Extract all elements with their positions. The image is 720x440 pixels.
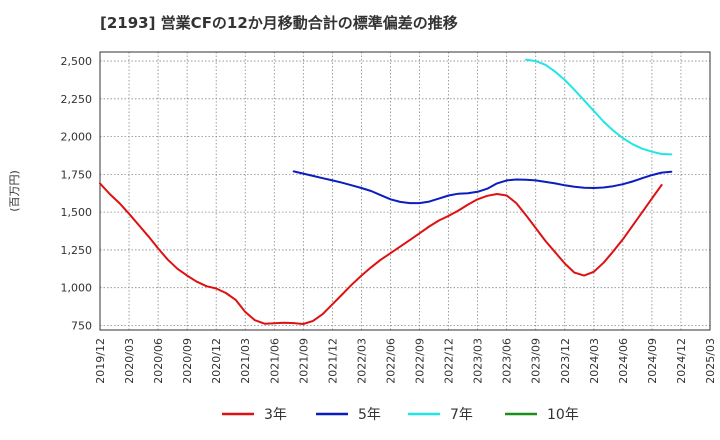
x-tick-label: 2020/03: [123, 338, 136, 384]
x-tick-label: 2023/09: [530, 338, 543, 384]
legend-label: 5年: [358, 407, 381, 423]
y-tick-label: 1,750: [61, 168, 93, 181]
y-tick-label: 1,000: [61, 282, 93, 295]
legend-label: 3年: [264, 407, 287, 423]
axes: 2019/12 2020/03 2020/06 2020/09 2020/12 2021/…: [8, 51, 717, 384]
y-tick-label: 1,500: [61, 206, 93, 219]
x-tick-label: 2024/03: [588, 338, 601, 384]
x-tick-label: 2020/09: [181, 338, 194, 384]
y-tick-label: 2,000: [61, 131, 93, 144]
x-tick-label: 2020/12: [210, 338, 223, 384]
series-line-5年: [292, 170, 673, 205]
y-tick-label: 1,250: [61, 244, 93, 257]
legend-label: 10年: [547, 407, 579, 423]
y-axis-label: (百万円): [8, 170, 21, 212]
grid-lines: [99, 52, 711, 330]
y-tick-label: 2,500: [61, 55, 93, 68]
x-tick-label: 2025/03: [704, 338, 717, 384]
x-tick-label: 2023/12: [559, 338, 572, 384]
x-tick-label: 2024/09: [646, 338, 659, 384]
x-tick-label: 2022/06: [384, 338, 397, 384]
x-tick-label: 2022/09: [414, 338, 427, 384]
x-tick-label: 2021/06: [268, 338, 281, 384]
y-tick-label: 2,250: [61, 93, 93, 106]
legend-label: 7年: [450, 407, 473, 423]
y-tick-label: 750: [71, 319, 92, 332]
series-lines: [99, 58, 673, 325]
plot-frame: [99, 51, 711, 331]
x-tick-label: 2021/09: [297, 338, 310, 384]
x-tick-label: 2023/06: [501, 338, 514, 384]
legend: 3年 5年 7年 10年: [222, 407, 579, 423]
x-tick-label: 2024/12: [675, 338, 688, 384]
x-tick-label: 2024/06: [617, 338, 630, 384]
x-tick-label: 2022/12: [443, 338, 456, 384]
x-tick-label: 2022/03: [355, 338, 368, 384]
series-line-7年: [525, 58, 673, 156]
series-line-3年: [99, 182, 663, 325]
x-tick-label: 2021/03: [239, 338, 252, 384]
chart-title: [2193] 営業CFの12か月移動合計の標準偏差の推移: [100, 14, 458, 32]
x-tick-label: 2019/12: [94, 338, 107, 384]
x-tick-label: 2023/03: [472, 338, 485, 384]
x-tick-label: 2021/12: [326, 338, 339, 384]
x-tick-label: 2020/06: [152, 338, 165, 384]
